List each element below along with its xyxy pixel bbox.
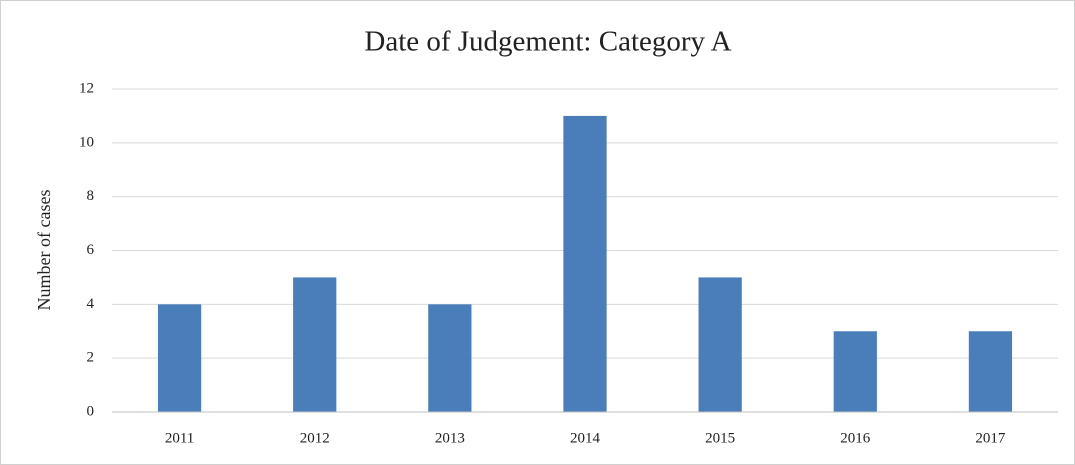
bar [833, 331, 877, 412]
chart-title: Date of Judgement: Category A [364, 26, 731, 58]
y-tick-label: 2 [87, 350, 95, 366]
bar [563, 115, 607, 413]
x-tick-label: 2011 [165, 430, 194, 446]
bar [428, 304, 472, 412]
y-tick-label: 12 [79, 80, 94, 96]
x-tick-label: 2012 [300, 430, 330, 446]
x-tick-label: 2013 [435, 430, 465, 446]
bar [698, 277, 742, 412]
bar [157, 304, 202, 412]
x-tick-label: 2014 [570, 430, 601, 446]
x-tick-label: 2017 [975, 430, 1006, 446]
y-tick-label: 4 [87, 296, 95, 312]
y-axis-label: Number of cases [34, 190, 54, 311]
y-tick-label: 8 [87, 188, 95, 204]
bar [968, 331, 1013, 412]
y-tick-label: 0 [87, 403, 95, 419]
x-tick-label: 2015 [705, 430, 735, 446]
y-tick-label: 6 [87, 242, 95, 258]
x-tick-label: 2016 [840, 430, 871, 446]
y-tick-label: 10 [79, 134, 94, 150]
bar [293, 277, 337, 412]
